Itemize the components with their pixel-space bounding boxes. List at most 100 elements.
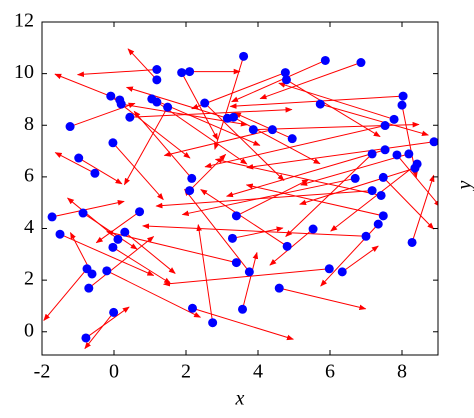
point [356,58,366,68]
arrow [112,246,172,284]
point [320,55,330,65]
point [350,173,360,183]
arrow [411,174,435,243]
arrow [67,197,119,240]
arrow [253,121,420,131]
x-axis-label: x [235,388,245,410]
point [429,137,438,147]
arrow [204,102,285,181]
point [81,333,91,343]
point [248,125,258,135]
point [47,212,57,222]
point [231,211,241,221]
point [324,264,334,274]
point [378,211,388,221]
x-tick-label: 0 [109,361,119,383]
point [108,242,118,252]
point [109,307,119,317]
point [229,112,239,122]
point [185,186,195,196]
point [78,208,88,218]
point [187,173,197,183]
point [378,172,388,182]
point [315,99,325,109]
point [392,150,402,160]
arrow [196,223,214,323]
point [376,190,386,200]
arrow [245,183,384,217]
arrow [246,141,435,170]
point [84,283,94,293]
point [361,231,371,241]
arrow [155,190,373,209]
point [135,207,145,217]
arrow [259,62,362,100]
side-label: y [454,180,474,191]
point [282,241,292,251]
arrow [125,86,228,119]
y-tick-label: 4 [24,216,34,238]
arrow [76,68,157,78]
point [55,229,65,239]
point [74,153,84,163]
point [281,75,291,85]
point [65,122,75,132]
arrow [229,95,404,109]
arrow [127,48,158,81]
arrow [84,312,115,350]
arrow [163,129,273,157]
point [208,318,218,328]
point [125,112,135,122]
point [244,267,254,277]
arrow [231,60,326,103]
point [287,134,297,144]
x-tick-label: 8 [397,361,407,383]
arrow [200,189,288,247]
arrow [320,103,429,137]
point [380,121,390,131]
arrow [78,157,123,185]
x-tick-label: 6 [325,361,335,383]
arrow [204,125,386,169]
point [87,269,97,279]
arrow [43,268,88,321]
point [102,266,112,276]
y-tick-label: 2 [24,268,34,290]
point [116,99,126,109]
arrow [88,236,155,289]
arrow [278,82,395,120]
y-tick-label: 0 [24,319,34,341]
y-tick-label: 6 [24,164,34,186]
point [389,114,399,124]
y-tick-label: 8 [24,113,34,135]
arrow [124,106,169,186]
point [308,224,318,234]
point [380,145,390,155]
arrow [85,306,130,339]
point [404,149,414,159]
arrow [242,251,259,310]
arrow [279,287,367,311]
point [152,64,162,74]
point [337,267,347,277]
arrow [133,110,193,179]
arrow [300,153,409,186]
y-tick-label: 10 [14,61,34,83]
x-tick-label: -2 [34,361,51,383]
x-tick-label: 4 [253,361,263,383]
point [397,100,407,110]
arrow [112,142,164,201]
point [106,91,116,101]
arrow [142,223,367,237]
arrow [54,152,96,174]
arrow [382,177,435,230]
point [274,283,284,293]
point [152,97,162,107]
arrow [181,177,356,217]
point [152,75,162,85]
point [407,237,417,247]
point [238,304,248,314]
plot-area [43,48,438,350]
arrow [51,199,125,218]
